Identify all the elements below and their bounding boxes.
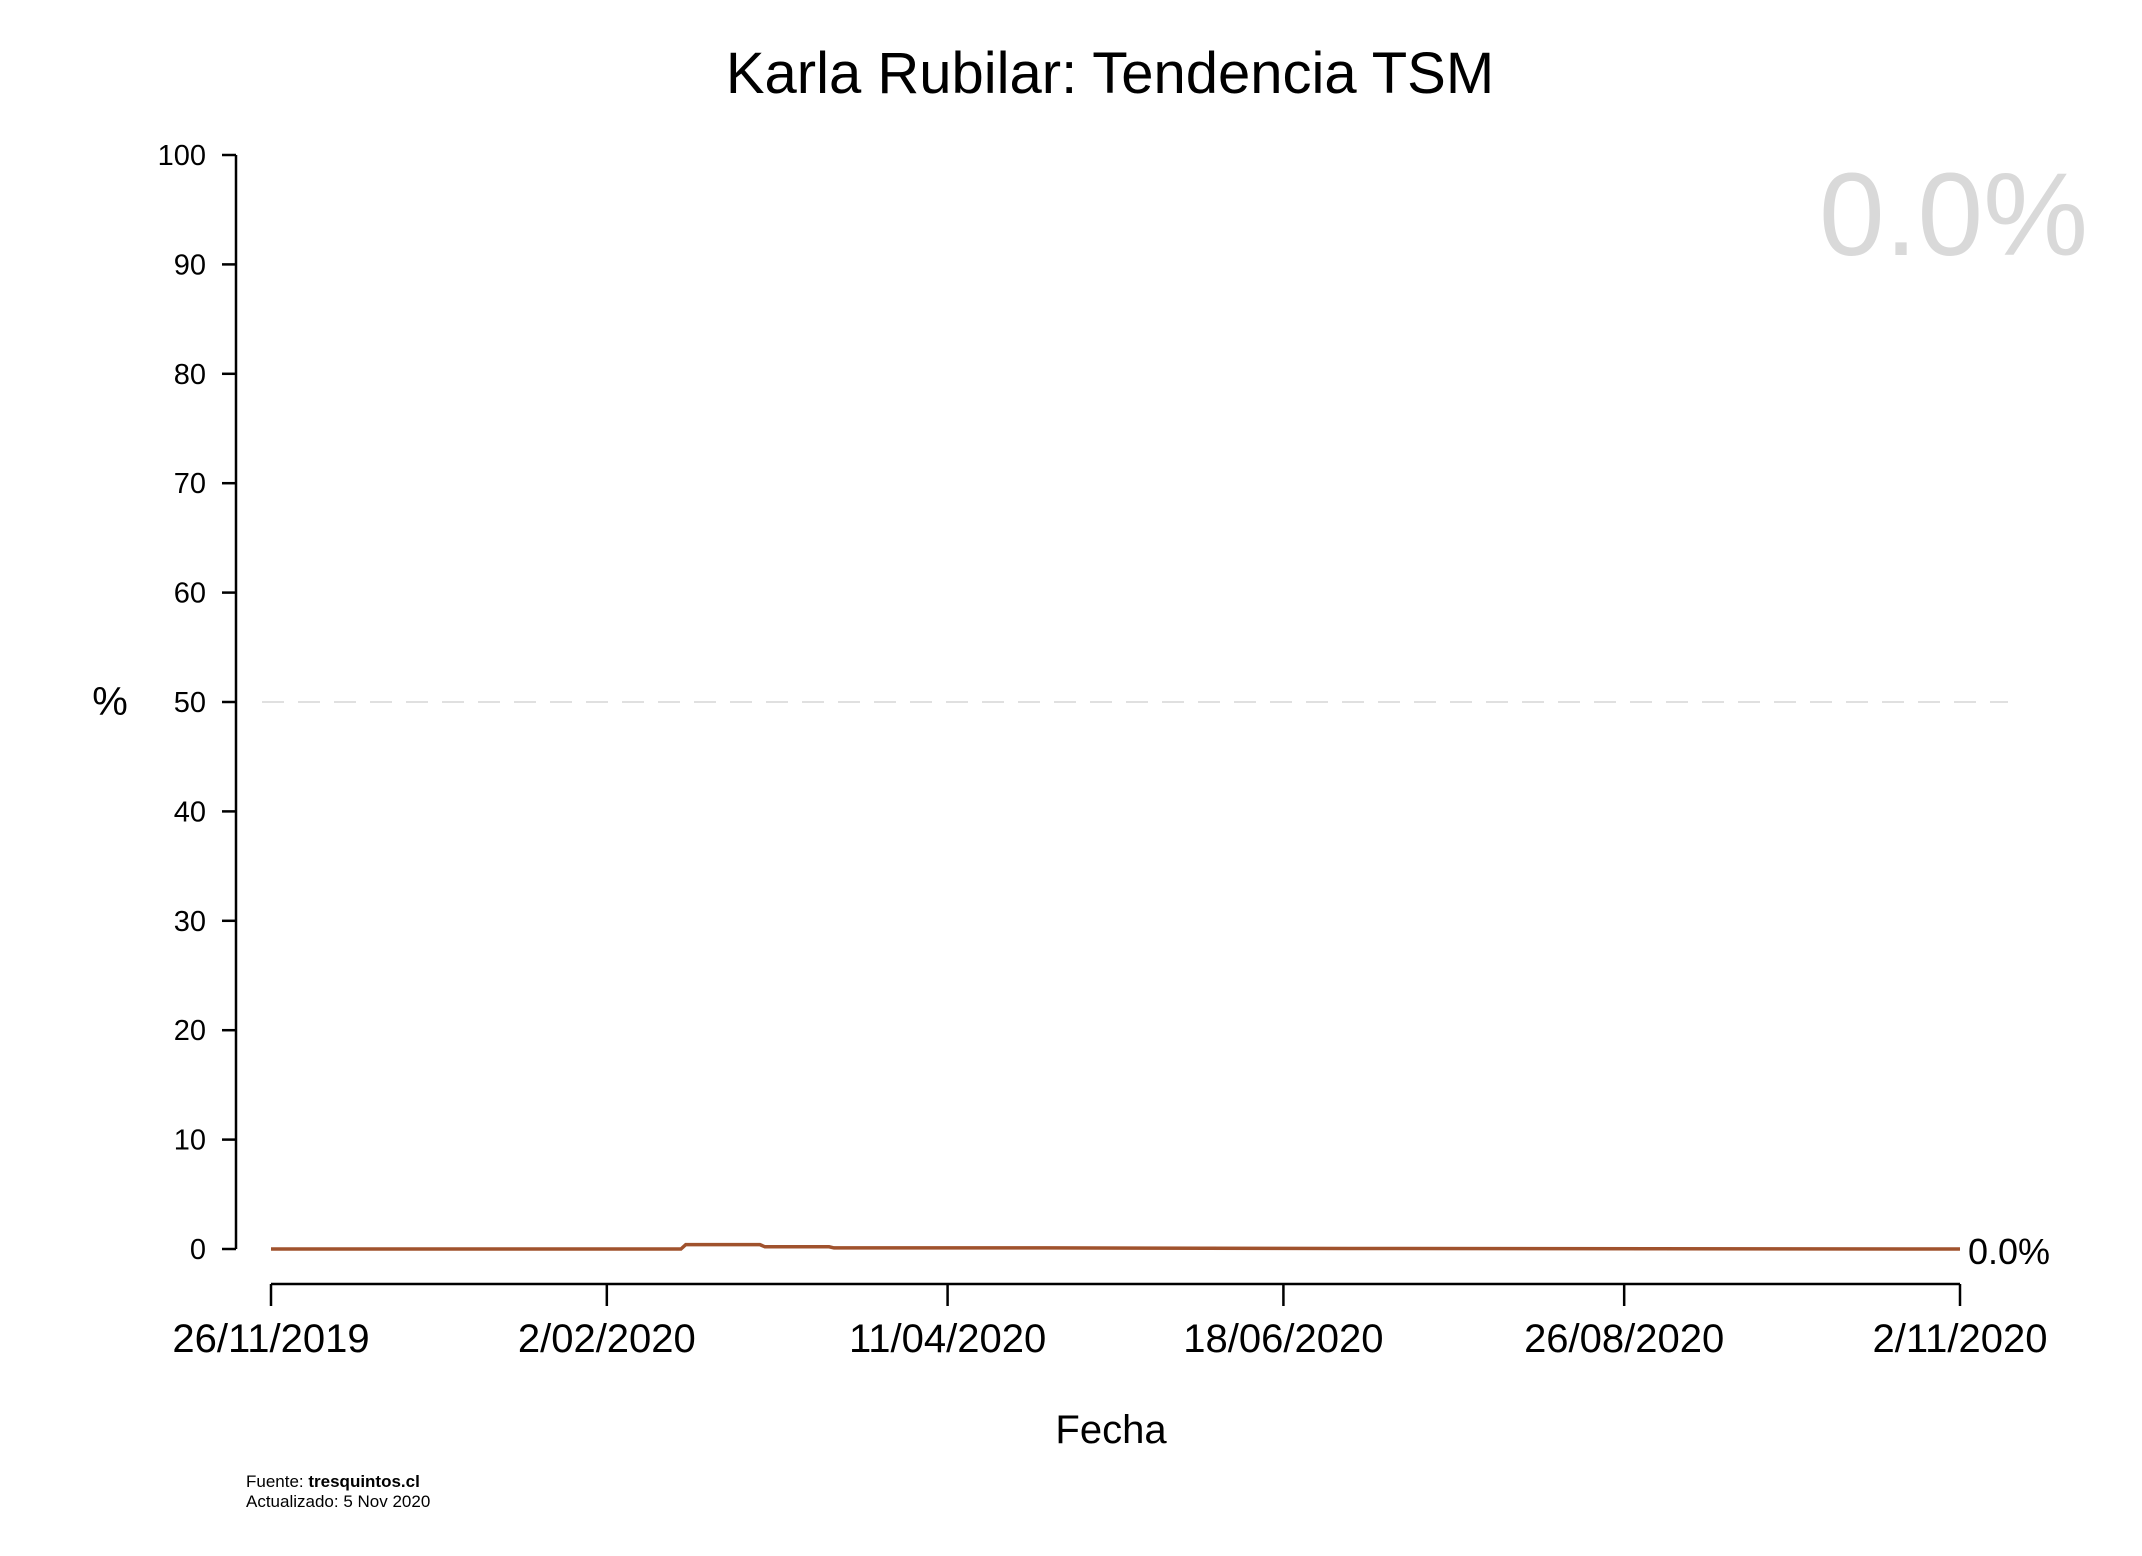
end-value-label: 0.0% — [1968, 1231, 2050, 1272]
y-tick-label: 30 — [174, 906, 206, 938]
x-axis: 26/11/2019 2/02/2020 11/04/2020 18/06/2020 2… — [172, 1282, 2048, 1361]
source-site: tresquintos.cl — [308, 1472, 420, 1491]
x-axis-label: Fecha — [1055, 1408, 1167, 1452]
y-axis-label: % — [92, 680, 128, 724]
y-tick-label: 10 — [174, 1125, 206, 1157]
source-prefix: Fuente: — [246, 1472, 309, 1491]
y-tick-label: 60 — [174, 578, 206, 610]
source-line: Fuente: tresquintos.cl — [246, 1472, 430, 1492]
series-layer — [271, 1242, 1961, 1251]
updated-line: Actualizado: 5 Nov 2020 — [246, 1492, 431, 1511]
x-tick-label: 2/02/2020 — [518, 1317, 696, 1361]
y-tick-label: 40 — [174, 796, 206, 828]
y-tick-label: 70 — [174, 468, 206, 500]
x-tick-label: 26/08/2020 — [1524, 1317, 1724, 1361]
y-tick-label: 100 — [158, 140, 206, 172]
footer: Fuente: tresquintos.cl Actualizado: 5 No… — [246, 1472, 430, 1512]
x-tick-label: 18/06/2020 — [1183, 1317, 1383, 1361]
y-tick-label: 0 — [190, 1234, 206, 1266]
y-axis: 0 10 20 30 40 50 60 70 80 90 100 — [158, 140, 238, 1266]
y-tick-label: 80 — [174, 359, 206, 391]
x-tick-label: 2/11/2020 — [1873, 1317, 2048, 1361]
y-tick-label: 20 — [174, 1015, 206, 1047]
y-tick-label: 90 — [174, 249, 206, 281]
chart-title: Karla Rubilar: Tendencia TSM — [726, 41, 1494, 106]
series-line — [271, 1242, 1961, 1251]
x-tick-label: 26/11/2019 — [172, 1317, 369, 1361]
x-tick-label: 11/04/2020 — [849, 1317, 1046, 1361]
current-value-readout: 0.0% — [1819, 149, 2088, 281]
y-tick-label: 50 — [174, 687, 206, 719]
